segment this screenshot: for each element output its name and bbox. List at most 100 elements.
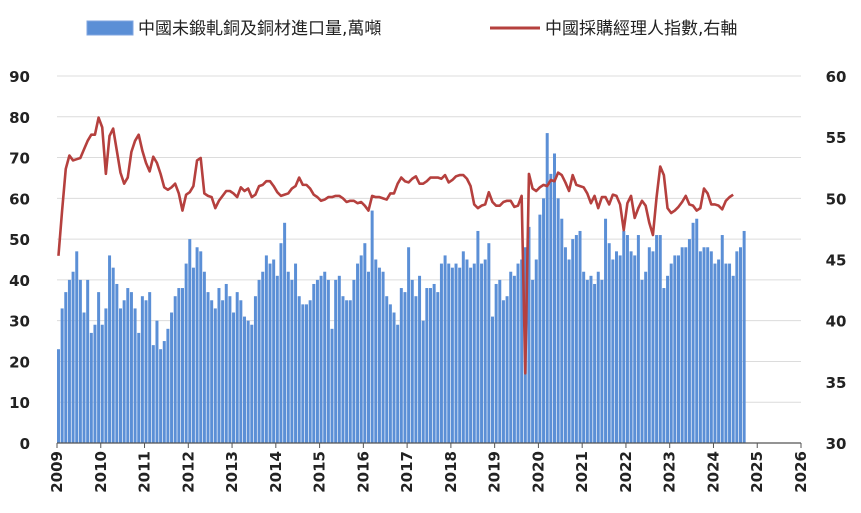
x-tick-label: 2021: [573, 451, 591, 493]
bar: [115, 283, 119, 443]
bar: [607, 243, 611, 443]
bar: [549, 173, 553, 443]
y-left-tick-label: 0: [20, 435, 30, 453]
bar: [633, 255, 637, 443]
bar: [742, 230, 746, 443]
bar: [728, 263, 732, 443]
x-tick-label: 2025: [748, 451, 766, 493]
bar: [622, 230, 626, 443]
bar: [673, 255, 677, 443]
bar: [640, 279, 644, 443]
bar: [279, 243, 283, 443]
bar: [589, 275, 593, 443]
y-left-tick-label: 60: [9, 190, 30, 208]
bar: [680, 247, 684, 443]
bar: [647, 247, 651, 443]
bar: [483, 259, 487, 443]
bar: [520, 259, 524, 443]
bar: [374, 259, 378, 443]
bar: [469, 267, 473, 443]
bar: [283, 222, 287, 443]
x-tick-label: 2019: [486, 451, 504, 493]
x-tick-label: 2026: [792, 451, 810, 493]
bar: [195, 247, 199, 443]
bar: [450, 267, 454, 443]
bar: [272, 259, 276, 443]
bar: [129, 292, 133, 443]
bar: [381, 271, 385, 443]
legend: 中國未鍛軋銅及銅材進口量,萬噸 中國採購經理人指數,右軸: [86, 19, 737, 39]
bar: [140, 296, 144, 443]
bar: [410, 279, 414, 443]
bar: [720, 235, 724, 443]
x-tick-label: 2016: [354, 451, 372, 493]
bar: [684, 247, 688, 443]
bar: [516, 263, 520, 443]
bar: [556, 198, 560, 443]
bar: [636, 235, 640, 443]
bar: [600, 279, 604, 443]
legend-swatch-bars: [86, 20, 134, 36]
bar: [191, 267, 195, 443]
bar: [326, 279, 330, 443]
bar: [221, 300, 225, 443]
bar: [71, 271, 75, 443]
x-tick-label: 2017: [398, 451, 416, 493]
bar: [629, 251, 633, 443]
x-tick-label: 2011: [136, 451, 154, 493]
bar: [162, 341, 166, 443]
bar: [418, 275, 422, 443]
y-left-tick-label: 90: [9, 68, 30, 86]
bar: [334, 279, 338, 443]
bar: [86, 279, 90, 443]
bar: [228, 296, 232, 443]
bar: [425, 288, 429, 443]
bar: [563, 247, 567, 443]
x-tick-label: 2023: [661, 451, 679, 493]
bar: [396, 324, 400, 443]
bar: [188, 239, 192, 443]
bar: [133, 308, 137, 443]
bar: [75, 251, 79, 443]
bar: [305, 304, 308, 443]
bar: [596, 271, 600, 443]
bar: [275, 275, 279, 443]
y-right-tick-label: 55: [826, 129, 847, 147]
bar: [67, 279, 71, 443]
bar: [717, 259, 721, 443]
bar: [359, 255, 363, 443]
bar: [119, 308, 122, 443]
bar: [713, 263, 717, 443]
bar: [151, 345, 155, 443]
bar: [695, 218, 699, 443]
bar: [644, 271, 648, 443]
bar: [257, 279, 261, 443]
bar: [181, 288, 184, 443]
bar: [301, 304, 305, 443]
bar: [148, 292, 152, 443]
bar: [403, 292, 407, 443]
x-tick-label: 2020: [529, 451, 547, 493]
bar: [348, 300, 352, 443]
legend-label-bars: 中國未鍛軋銅及銅材進口量,萬噸: [138, 19, 381, 39]
bar: [574, 235, 578, 443]
bar: [224, 283, 228, 443]
bar: [294, 263, 298, 443]
bar: [439, 263, 443, 443]
bar: [724, 263, 728, 443]
bar: [534, 259, 538, 443]
bar: [458, 267, 462, 443]
bar: [356, 263, 360, 443]
bar: [345, 300, 349, 443]
bar: [582, 271, 586, 443]
bar: [173, 296, 177, 443]
bar: [89, 332, 93, 443]
x-tick-label: 2013: [223, 451, 241, 493]
bar: [461, 251, 465, 443]
bar: [377, 267, 381, 443]
bar: [476, 230, 480, 443]
bar: [436, 292, 440, 443]
bar: [655, 235, 659, 443]
bar: [454, 263, 458, 443]
